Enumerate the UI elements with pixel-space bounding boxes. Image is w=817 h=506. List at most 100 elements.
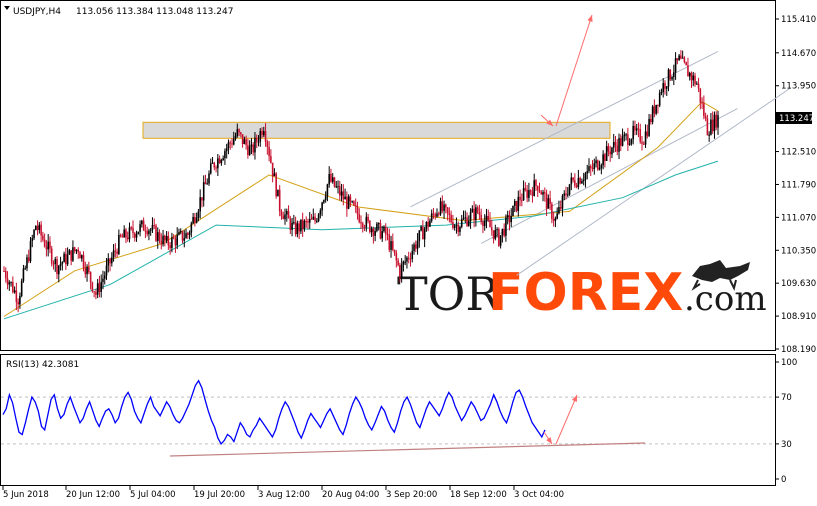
candle-body — [316, 221, 318, 223]
candle-body — [107, 258, 110, 266]
candle-body — [300, 219, 302, 232]
candle-body — [257, 141, 260, 143]
candle-body — [174, 238, 177, 246]
candle-body — [630, 139, 633, 144]
candle-body — [468, 221, 470, 226]
candle-body — [275, 173, 277, 197]
candle-body — [498, 229, 500, 246]
candle-body — [93, 291, 95, 293]
candle-body — [605, 146, 608, 161]
candle-body — [121, 236, 124, 238]
price-tick-label: 108.910 — [781, 312, 816, 322]
candle-body — [483, 220, 486, 226]
candle-body — [393, 249, 396, 254]
candle-body — [503, 228, 505, 236]
channel-line — [480, 108, 738, 244]
candle-body — [176, 234, 178, 246]
candle-body — [218, 158, 221, 164]
candle-body — [648, 118, 650, 136]
price-tick-label: 109.630 — [781, 279, 816, 289]
candle-body — [119, 234, 122, 237]
candle-body — [6, 278, 9, 285]
candle-body — [551, 203, 553, 219]
candle-body — [360, 222, 362, 224]
forecast-arrows — [540, 14, 593, 127]
candle-body — [326, 184, 329, 197]
candle-body — [202, 182, 205, 201]
rsi-axis: 100 70 30 0 — [775, 358, 797, 485]
candle-body — [469, 212, 472, 222]
candle-body — [344, 196, 346, 200]
candle-body — [20, 280, 23, 296]
regression-channel — [410, 51, 791, 276]
candle-body — [151, 225, 154, 230]
candle-body — [240, 132, 242, 135]
candle-body — [455, 224, 458, 226]
candle-body — [522, 188, 525, 201]
candle-body — [496, 229, 498, 231]
candle-body — [358, 214, 361, 223]
resistance-zone-layer — [142, 121, 611, 139]
candle-body — [473, 208, 475, 221]
candle-body — [351, 201, 353, 203]
candle-body — [361, 223, 364, 228]
candle-body — [680, 55, 682, 59]
candle-body — [68, 250, 71, 255]
rsi-forecast-arrows — [543, 394, 578, 445]
candle-body — [137, 231, 140, 235]
candle-body — [227, 142, 230, 149]
candle-body — [694, 75, 696, 85]
candle-body — [699, 88, 702, 103]
candle-body — [386, 234, 389, 236]
candle-body — [374, 231, 376, 236]
rsi-tick-label: 30 — [781, 440, 792, 450]
candle-body — [79, 252, 81, 259]
candle-body — [259, 130, 262, 142]
candle-body — [701, 102, 703, 104]
candle-body — [349, 196, 352, 202]
candle-body — [56, 259, 58, 275]
candle-body — [243, 139, 246, 145]
candle-body — [556, 213, 558, 219]
candle-body — [452, 222, 454, 228]
candle-body — [568, 184, 571, 195]
candle-body — [390, 241, 392, 250]
candle-body — [169, 245, 171, 248]
candle-body — [52, 263, 55, 265]
candle-body — [662, 83, 665, 93]
main-pane-frame — [0, 0, 776, 351]
candle-body — [188, 232, 191, 235]
candle-body — [225, 148, 228, 152]
candle-body — [376, 223, 378, 232]
candle-body — [96, 283, 99, 295]
candle-body — [278, 189, 281, 212]
current-price-badge — [776, 112, 812, 124]
candle-body — [644, 131, 647, 145]
candle-body — [250, 144, 253, 147]
time-tick-label: 19 Jul 20:00 — [194, 490, 245, 500]
candle-body — [651, 106, 654, 123]
candle-body — [501, 228, 504, 236]
candle-body — [89, 271, 92, 283]
symbol-label: USDJPY,H4 — [13, 7, 61, 17]
candle-body — [172, 237, 175, 239]
candle-body — [457, 224, 460, 232]
candle-body — [224, 151, 226, 159]
candle-body — [575, 185, 578, 188]
candle-body — [15, 290, 18, 303]
candle-body — [407, 257, 410, 259]
candle-body — [155, 225, 157, 241]
time-tick-label: 20 Aug 04:00 — [322, 490, 379, 500]
candle-body — [427, 221, 429, 227]
candle-body — [91, 282, 94, 292]
candle-body — [547, 198, 550, 209]
candle-body — [130, 227, 133, 229]
candle-body — [35, 225, 37, 231]
price-tick-label: 115.410 — [781, 15, 816, 25]
candle-body — [710, 119, 712, 135]
candle-body — [561, 195, 564, 209]
candle-body — [183, 238, 186, 241]
rsi-arrow-down-head — [546, 437, 552, 444]
candle-body — [598, 167, 601, 170]
